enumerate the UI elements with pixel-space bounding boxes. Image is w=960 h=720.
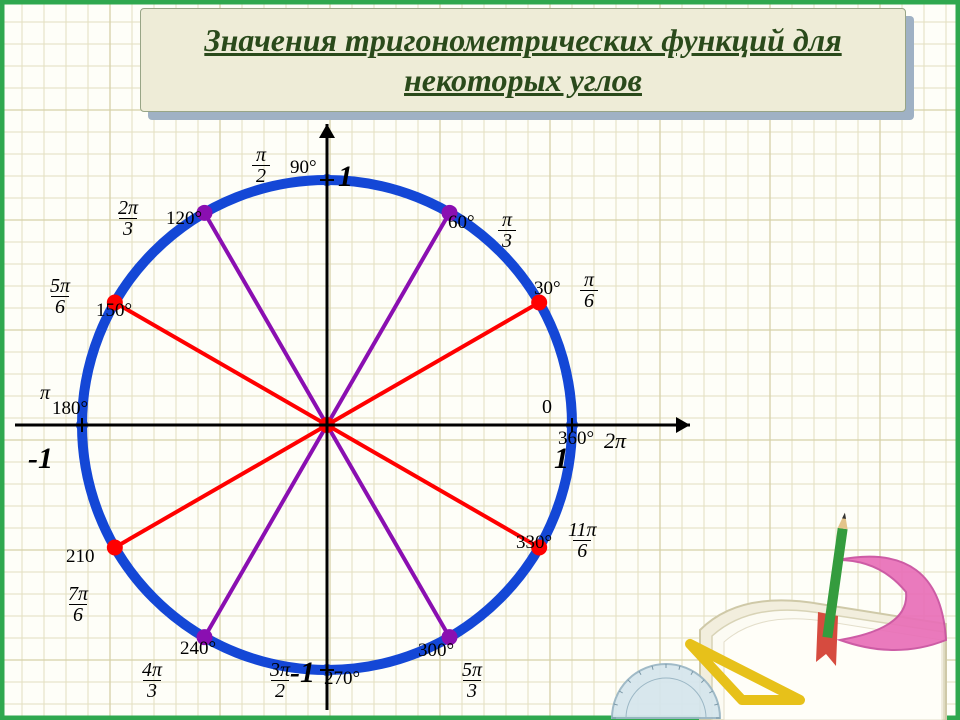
angle-deg-360°: 360° <box>558 428 594 450</box>
angle-deg-150°: 150° <box>96 300 132 322</box>
title-text: Значения тригонометрических функций для … <box>141 20 905 100</box>
angle-deg-30°: 30° <box>534 278 561 300</box>
axis-label-neg-one-x: -1 <box>28 442 53 476</box>
angle-frac-120°: 2π3 <box>116 198 140 239</box>
angle-frac-180°: π <box>40 382 50 405</box>
angle-deg-180°: 180° <box>52 398 88 420</box>
stage: Значения тригонометрических функций для … <box>0 0 960 720</box>
axis-label-neg-one-y: -1 <box>290 656 315 690</box>
title-container: Значения тригонометрических функций для … <box>140 8 906 112</box>
angle-deg-300°: 300° <box>418 640 454 662</box>
angle-deg-90°: 90° <box>290 157 317 179</box>
angle-deg-240°: 240° <box>180 638 216 660</box>
two-pi-label: 2π <box>604 428 626 454</box>
angle-frac-150°: 5π6 <box>48 276 72 317</box>
angle-deg-60°: 60° <box>448 212 475 234</box>
angle-deg-270°: 270° <box>324 668 360 690</box>
title-panel: Значения тригонометрических функций для … <box>140 8 906 112</box>
angle-frac-90°: π2 <box>252 145 270 186</box>
angle-frac-330°: 11π6 <box>566 520 599 561</box>
angle-frac-240°: 4π3 <box>140 660 164 701</box>
angle-frac-60°: π3 <box>498 210 516 251</box>
angle-frac-300°: 5π3 <box>460 660 484 701</box>
angle-deg-120°: 120° <box>166 208 202 230</box>
axis-label-one-y: 1 <box>338 160 353 194</box>
angle-deg-210: 210 <box>66 546 95 568</box>
angle-frac-30°: π6 <box>580 270 598 311</box>
angle-frac-270°: 3π2 <box>268 660 292 701</box>
origin-label: 0 <box>542 396 552 419</box>
angle-deg-330°: 330° <box>516 532 552 554</box>
angle-frac-210: 7π6 <box>66 584 90 625</box>
